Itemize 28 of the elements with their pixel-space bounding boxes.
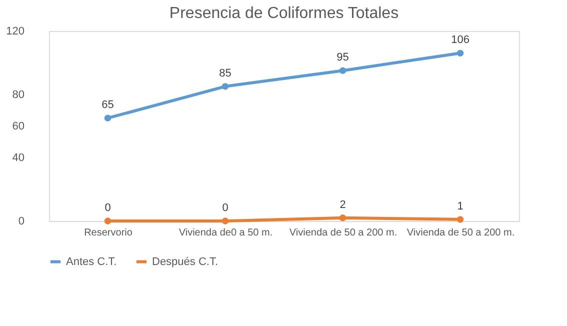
data-label: 0 — [104, 202, 111, 214]
data-label: 106 — [451, 34, 470, 46]
point — [456, 50, 464, 57]
chart-title: Presencia de Coliformes Totales — [169, 5, 399, 22]
point — [104, 218, 112, 224]
data-label: 2 — [340, 198, 346, 211]
point — [104, 114, 112, 122]
y-tick-label: 0 — [18, 216, 24, 228]
data-label: 1 — [457, 200, 464, 212]
x-tick-label: Reservorio — [84, 228, 133, 238]
y-tick-label: 80 — [12, 88, 24, 101]
x-tick-label: Vivienda de0 a 50 m. — [178, 228, 273, 238]
x-tick-label: Vivienda de 50 a 200 m. — [406, 228, 515, 238]
point — [339, 67, 346, 74]
data-label: 85 — [219, 67, 232, 80]
point — [222, 83, 229, 90]
data-label: 65 — [102, 99, 114, 112]
y-tick-label: 120 — [6, 26, 24, 38]
legend-label: Después C.T. — [152, 256, 218, 268]
point — [339, 214, 346, 222]
x-tick-label: Vivienda de 50 a 200 m. — [289, 228, 398, 238]
y-tick-label: 60 — [12, 120, 24, 132]
data-label: 95 — [336, 52, 349, 64]
point — [456, 216, 464, 223]
data-label: 0 — [222, 202, 228, 214]
y-tick-label: 40 — [12, 152, 24, 164]
point — [222, 218, 229, 224]
legend-label: Antes C.T. — [66, 256, 117, 268]
